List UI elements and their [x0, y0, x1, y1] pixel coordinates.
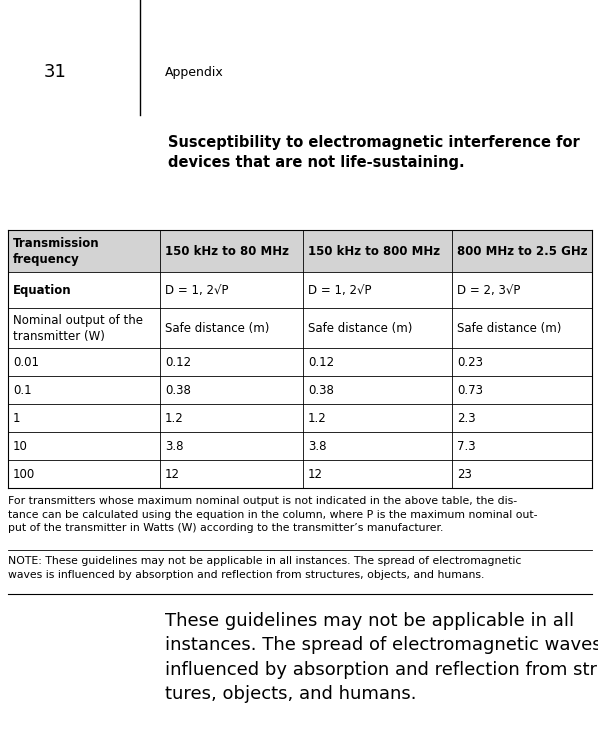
Bar: [8, 376, 160, 404]
Bar: [452, 230, 592, 272]
Text: 3.8: 3.8: [308, 440, 327, 453]
Text: 0.01: 0.01: [13, 356, 39, 368]
Bar: [452, 376, 592, 404]
Text: 800 MHz to 2.5 GHz: 800 MHz to 2.5 GHz: [457, 244, 587, 257]
Text: For transmitters whose maximum nominal output is not indicated in the above tabl: For transmitters whose maximum nominal o…: [8, 496, 538, 533]
Bar: [452, 404, 592, 432]
Bar: [303, 272, 452, 308]
Bar: [8, 404, 160, 432]
Bar: [8, 230, 160, 272]
Bar: [160, 404, 303, 432]
Text: Equation: Equation: [13, 284, 72, 297]
Bar: [160, 308, 303, 348]
Text: 1.2: 1.2: [165, 411, 184, 424]
Text: 0.38: 0.38: [165, 383, 191, 397]
Bar: [303, 230, 452, 272]
Bar: [303, 376, 452, 404]
Text: Safe distance (m): Safe distance (m): [165, 321, 269, 335]
Text: These guidelines may not be applicable in all
instances. The spread of electroma: These guidelines may not be applicable i…: [165, 612, 598, 703]
Bar: [452, 272, 592, 308]
Bar: [452, 460, 592, 488]
Bar: [8, 272, 160, 308]
Text: 1: 1: [13, 411, 20, 424]
Bar: [303, 432, 452, 460]
Text: 150 kHz to 80 MHz: 150 kHz to 80 MHz: [165, 244, 289, 257]
Bar: [303, 308, 452, 348]
Text: Transmission
frequency: Transmission frequency: [13, 236, 100, 265]
Text: 12: 12: [165, 467, 180, 480]
Text: Nominal output of the
transmitter (W): Nominal output of the transmitter (W): [13, 313, 143, 343]
Text: NOTE: These guidelines may not be applicable in all instances. The spread of ele: NOTE: These guidelines may not be applic…: [8, 556, 521, 580]
Bar: [8, 460, 160, 488]
Text: D = 1, 2√P: D = 1, 2√P: [165, 284, 228, 297]
Text: 0.23: 0.23: [457, 356, 483, 368]
Bar: [303, 348, 452, 376]
Bar: [8, 308, 160, 348]
Text: 3.8: 3.8: [165, 440, 184, 453]
Bar: [303, 460, 452, 488]
Bar: [8, 432, 160, 460]
Text: D = 1, 2√P: D = 1, 2√P: [308, 284, 371, 297]
Bar: [160, 348, 303, 376]
Text: 0.1: 0.1: [13, 383, 32, 397]
Text: 0.12: 0.12: [165, 356, 191, 368]
Text: Safe distance (m): Safe distance (m): [457, 321, 561, 335]
Text: 0.38: 0.38: [308, 383, 334, 397]
Text: 31: 31: [44, 63, 66, 81]
Text: 1.2: 1.2: [308, 411, 327, 424]
Bar: [8, 348, 160, 376]
Text: 150 kHz to 800 MHz: 150 kHz to 800 MHz: [308, 244, 440, 257]
Text: 0.73: 0.73: [457, 383, 483, 397]
Bar: [452, 308, 592, 348]
Text: 12: 12: [308, 467, 323, 480]
Text: 2.3: 2.3: [457, 411, 475, 424]
Text: 100: 100: [13, 467, 35, 480]
Bar: [160, 230, 303, 272]
Bar: [452, 348, 592, 376]
Text: Safe distance (m): Safe distance (m): [308, 321, 412, 335]
Text: 10: 10: [13, 440, 28, 453]
Text: 23: 23: [457, 467, 472, 480]
Text: 7.3: 7.3: [457, 440, 475, 453]
Bar: [160, 460, 303, 488]
Bar: [452, 432, 592, 460]
Text: D = 2, 3√P: D = 2, 3√P: [457, 284, 520, 297]
Bar: [160, 432, 303, 460]
Bar: [160, 272, 303, 308]
Text: Appendix: Appendix: [165, 66, 224, 79]
Text: 0.12: 0.12: [308, 356, 334, 368]
Text: Susceptibility to electromagnetic interference for
devices that are not life-sus: Susceptibility to electromagnetic interf…: [168, 135, 579, 170]
Bar: [303, 404, 452, 432]
Bar: [160, 376, 303, 404]
